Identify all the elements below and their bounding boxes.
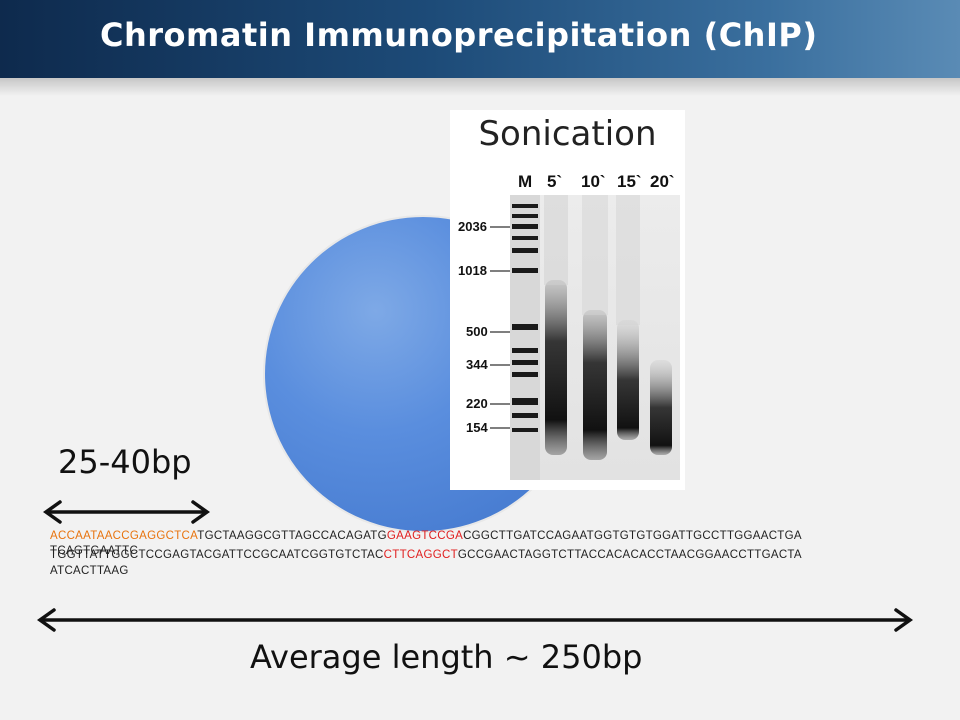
lane-10-smear bbox=[583, 310, 607, 460]
sequence-overlap: TGGTTATTGGCT bbox=[50, 549, 146, 561]
gel-label: Sonication bbox=[478, 114, 657, 154]
lane-20-smear bbox=[650, 360, 672, 455]
title-shadow bbox=[0, 78, 960, 96]
short-double-arrow bbox=[42, 500, 211, 524]
sequence-line-1: ACCAATAACCGAGGCTCATGCTAAGGCGTTAGCCACAGAT… bbox=[50, 530, 930, 542]
lane-label-m: M bbox=[518, 172, 532, 191]
marker-label-1018: 1018 bbox=[458, 263, 487, 278]
sequence-segment: ATCACTTAAG bbox=[50, 565, 129, 577]
lane-label-5: 5` bbox=[547, 172, 562, 191]
marker-label-344: 344 bbox=[466, 357, 488, 372]
sequence-line-2: TGGTTATTGGCTCCGAGTACGATTCCGCAATCGGTGTCTA… bbox=[50, 549, 930, 561]
sequence-overlay: TCAGTGAATTC bbox=[50, 545, 139, 557]
marker-label-500: 500 bbox=[466, 324, 488, 339]
lane-label-20: 20` bbox=[650, 172, 675, 191]
lane-label-15: 15` bbox=[617, 172, 642, 191]
lane-label-10: 10` bbox=[581, 172, 606, 191]
marker-label-154: 154 bbox=[466, 420, 488, 435]
long-double-arrow bbox=[36, 608, 914, 632]
sequence-line-3: ATCACTTAAG bbox=[50, 565, 930, 577]
binding-site-1: GAAGTCCGA bbox=[386, 530, 464, 542]
sequence-segment: TGCTAAGGCGTTAGCCACAGATG bbox=[197, 530, 387, 542]
primer-forward: ACCAATAACCGAGGCTCA bbox=[50, 530, 198, 542]
binding-site-2: CTTCAGGCT bbox=[383, 549, 458, 561]
marker-bands bbox=[512, 204, 538, 432]
title-bar bbox=[0, 0, 960, 78]
marker-label-2036: 2036 bbox=[458, 219, 487, 234]
sequence-segment: CGGCTTGATCCAGAATGGTGTGTGGATTGCCTTGGAACTG… bbox=[463, 530, 802, 542]
fragment-length-label: 25-40bp bbox=[58, 443, 192, 481]
sequence-line-2-overlay: TCAGTGAATTC bbox=[50, 545, 930, 557]
lane-5-smear bbox=[545, 280, 567, 455]
sequence-segment: CCGAGTACGATTCCGCAATCGGTGTCTAC bbox=[145, 549, 384, 561]
sequence-segment: GCCGAACTAGGTCTTACCACACACCTAACGGAACCTTGAC… bbox=[457, 549, 802, 561]
marker-label-220: 220 bbox=[466, 396, 488, 411]
slide-title: Chromatin Immunoprecipitation (ChIP) bbox=[100, 16, 818, 54]
average-length-label: Average length ~ 250bp bbox=[250, 638, 643, 676]
lane-15-smear bbox=[617, 320, 639, 440]
gel-image: M 5` 10` 15` 20` 2036 1018 500 344 220 1… bbox=[458, 165, 682, 480]
